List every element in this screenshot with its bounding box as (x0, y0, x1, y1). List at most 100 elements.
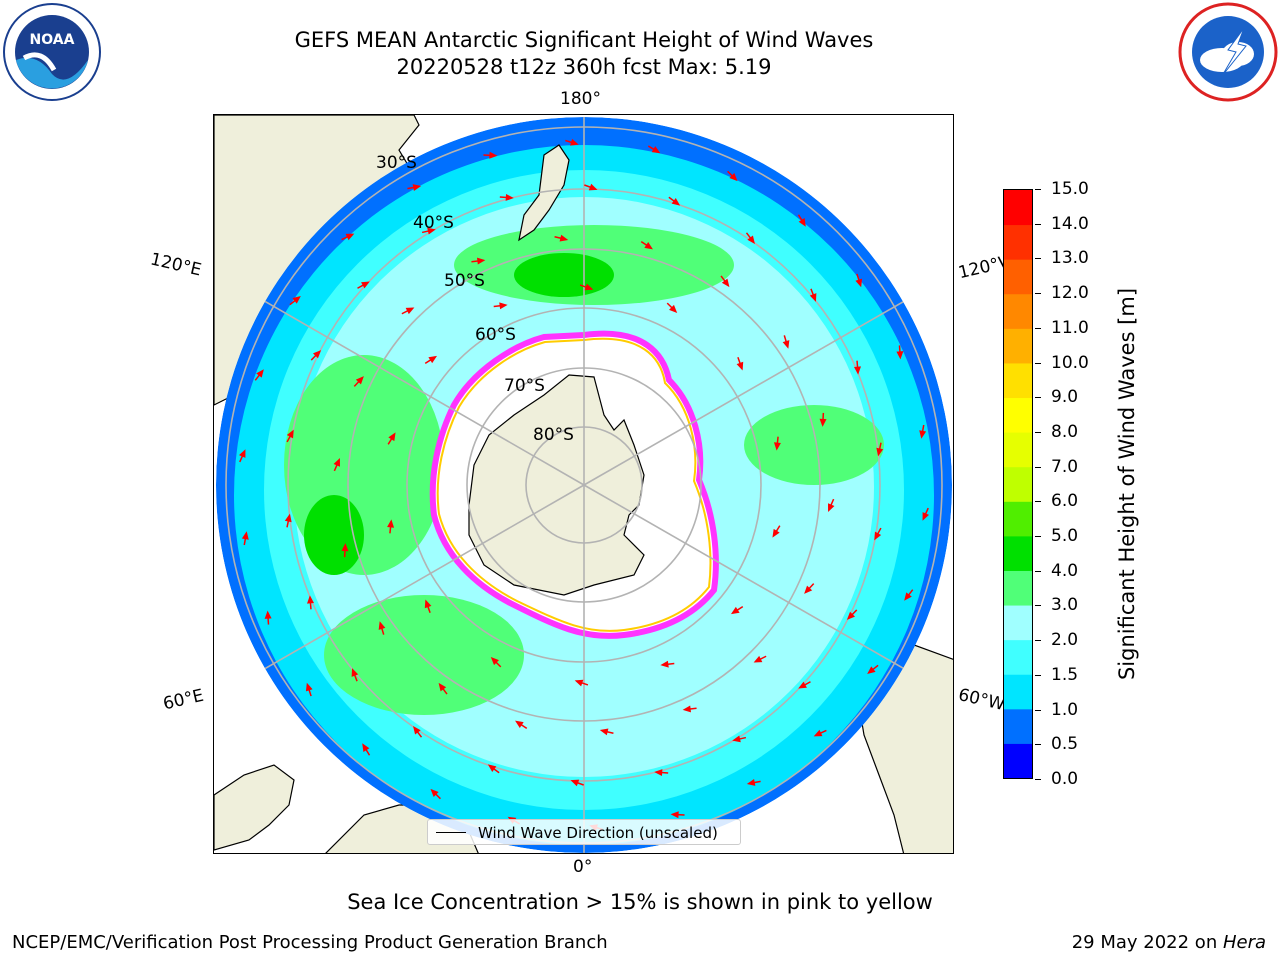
wind-wave-arrow-head (427, 227, 436, 235)
wind-wave-arrow-head (264, 610, 272, 619)
colorbar-label: Significant Height of Wind Waves [m] (1115, 287, 1139, 681)
wind-wave-arrow-head (438, 682, 447, 692)
wind-wave-arrow-head (292, 295, 301, 304)
wind-wave-arrow-head (241, 531, 249, 540)
colorbar-swatch (1004, 605, 1032, 641)
wind-wave-arrow-head (489, 151, 498, 159)
wind-wave-arrow-head (746, 779, 756, 786)
legend-label: Wind Wave Direction (unscaled) (478, 824, 718, 842)
wind-wave-arrow-head (487, 764, 497, 772)
colorbar-tick-label: 0.0 (1051, 769, 1079, 789)
colorbar-tick-label: 10.0 (1051, 352, 1089, 373)
colorbar-swatch (1004, 708, 1032, 744)
wind-wave-arrow-head (412, 184, 422, 191)
wind-wave-arrow-head (405, 307, 415, 315)
wind-wave-arrow-head (747, 235, 755, 244)
wind-wave-arrows (238, 138, 930, 832)
wind-wave-arrow-head (355, 376, 364, 385)
colorbar-tick-mark (1035, 293, 1041, 295)
wind-wave-arrow-head (351, 668, 359, 677)
lat-label-70s: 70°S (504, 376, 545, 396)
colorbar-tick-label: 0.5 (1051, 734, 1079, 755)
colorbar-tick-label: 2.0 (1051, 630, 1079, 651)
colorbar-tick-mark (1035, 744, 1041, 746)
wind-wave-arrow-head (387, 519, 395, 528)
colorbar-tick-mark (1035, 674, 1041, 676)
wind-wave-arrow-head (819, 418, 827, 427)
wind-wave-arrow-head (798, 218, 806, 227)
wind-wave-arrow-head (922, 512, 930, 521)
colorbar-swatch (1004, 466, 1032, 502)
wind-wave-arrow-head (599, 728, 609, 736)
wind-wave-arrow-head (846, 611, 856, 620)
wind-wave-arrow-head (424, 599, 432, 609)
wind-wave-arrow-head (430, 788, 439, 797)
colorbar-tick-mark (1035, 605, 1041, 607)
wind-wave-arrow-head (729, 173, 738, 182)
wind-wave-arrow-head (515, 720, 524, 728)
wind-wave-arrow-head (772, 528, 780, 538)
antarctica-land (468, 374, 645, 596)
lat-label-50s: 50°S (444, 271, 485, 291)
wave-patch (744, 405, 884, 485)
colorbar-tick-label: 8.0 (1051, 421, 1079, 442)
colorbar-swatch (1004, 224, 1032, 260)
wind-wave-arrow-head (855, 278, 863, 288)
wind-wave-arrow-head (644, 242, 653, 250)
colorbar-tick-mark (1035, 709, 1041, 711)
colorbar-tick-mark (1035, 397, 1041, 399)
wind-wave-arrow-head (570, 779, 580, 787)
wind-wave-arrow-head (670, 811, 679, 819)
wind-wave-arrow-head (345, 233, 355, 241)
footer-date: 29 May 2022 on Hera (1072, 932, 1266, 953)
lat-label-40s: 40°S (413, 213, 454, 233)
wind-wave-arrow-head (669, 304, 678, 313)
colorbar-tick-label: 3.0 (1051, 595, 1079, 616)
lon-label-60e: 60°E (161, 685, 206, 715)
wind-wave-arrow-head (732, 735, 741, 743)
colorbar-swatch (1004, 293, 1032, 329)
colorbar-swatch (1004, 535, 1032, 571)
wind-wave-arrow-head (654, 769, 663, 777)
colorbar (1003, 189, 1033, 779)
nws-logo (1178, 2, 1278, 102)
colorbar-tick-mark (1035, 570, 1041, 572)
wind-wave-arrow-head (721, 278, 730, 288)
wind-wave-arrow-head (736, 361, 744, 371)
sea-ice-note: Sea Ice Concentration > 15% is shown in … (347, 890, 933, 914)
lon-label-60w: 60°W (956, 684, 1007, 716)
lon-label-0: 0° (573, 857, 593, 877)
colorbar-tick-mark (1035, 501, 1041, 503)
sea-ice-edge-inner (436, 337, 712, 632)
legend-line (436, 832, 466, 833)
lat-label-80s: 80°S (533, 425, 574, 445)
wind-wave-arrow-head (305, 682, 313, 692)
wind-wave-arrow-head (896, 351, 904, 360)
wind-wave-arrow-head (874, 531, 882, 541)
wind-wave-arrow-head (854, 366, 861, 375)
wind-wave-arrow-head (499, 302, 508, 310)
wind-wave-arrow-head (490, 657, 499, 666)
map-legend: Wind Wave Direction (unscaled) (427, 819, 741, 845)
wind-wave-arrow-head (651, 146, 661, 154)
colorbar-tick-label: 13.0 (1051, 248, 1089, 269)
wind-wave-arrow-head (682, 705, 692, 713)
wind-wave-arrow-head (312, 350, 322, 359)
wind-wave-arrow-head (361, 281, 370, 289)
wind-wave-arrow-head (804, 585, 813, 594)
wind-wave-arrow-head (570, 138, 579, 146)
wind-wave-arrow-head (919, 430, 927, 439)
colorbar-swatch (1004, 190, 1032, 226)
colorbar-swatch (1004, 362, 1032, 399)
lat-label-30s: 30°S (376, 153, 417, 173)
colorbar-tick-label: 6.0 (1051, 491, 1079, 512)
colorbar-swatch (1004, 259, 1032, 295)
wind-wave-arrow-head (798, 681, 807, 689)
wind-wave-arrow-head (584, 283, 594, 291)
wind-wave-arrow-head (660, 660, 669, 668)
wind-wave-arrow-head (904, 592, 912, 601)
colorbar-swatch (1004, 743, 1032, 778)
colorbar-tick-mark (1035, 362, 1041, 364)
wind-wave-arrow-head (588, 183, 598, 191)
colorbar-tick-label: 1.0 (1051, 699, 1079, 720)
